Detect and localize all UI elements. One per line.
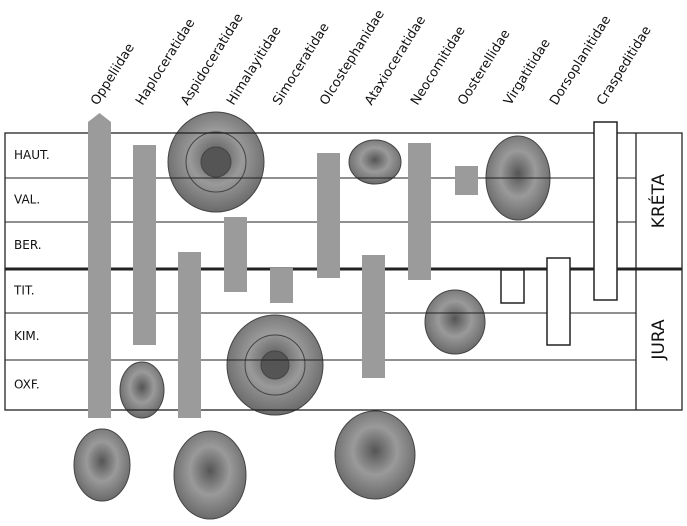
range-bar (500, 269, 525, 304)
range-bar (362, 255, 385, 378)
range-bar (317, 153, 340, 278)
range-bar (408, 143, 431, 280)
range-bar (593, 121, 618, 301)
range-bar (178, 252, 201, 418)
stage-label: TIT. (13, 284, 35, 298)
range-bar (133, 145, 156, 345)
stage-label: KIM. (14, 329, 40, 343)
period-label: KRÉTA (647, 173, 669, 228)
stage-label: HAUT. (14, 148, 50, 162)
stage-label: OXF. (14, 378, 40, 392)
range-bar (88, 113, 111, 418)
fossils (73, 111, 551, 520)
period-label: JURA (649, 319, 669, 361)
family-label: Oppeliidae (88, 41, 138, 108)
stage-label: BER. (14, 238, 42, 252)
stage-label: VAL. (14, 193, 40, 207)
range-bar (224, 217, 247, 292)
family-label: Virgatitidae (501, 36, 554, 108)
range-bar (546, 257, 571, 346)
range-bar (270, 268, 293, 303)
range-bar (455, 166, 478, 195)
